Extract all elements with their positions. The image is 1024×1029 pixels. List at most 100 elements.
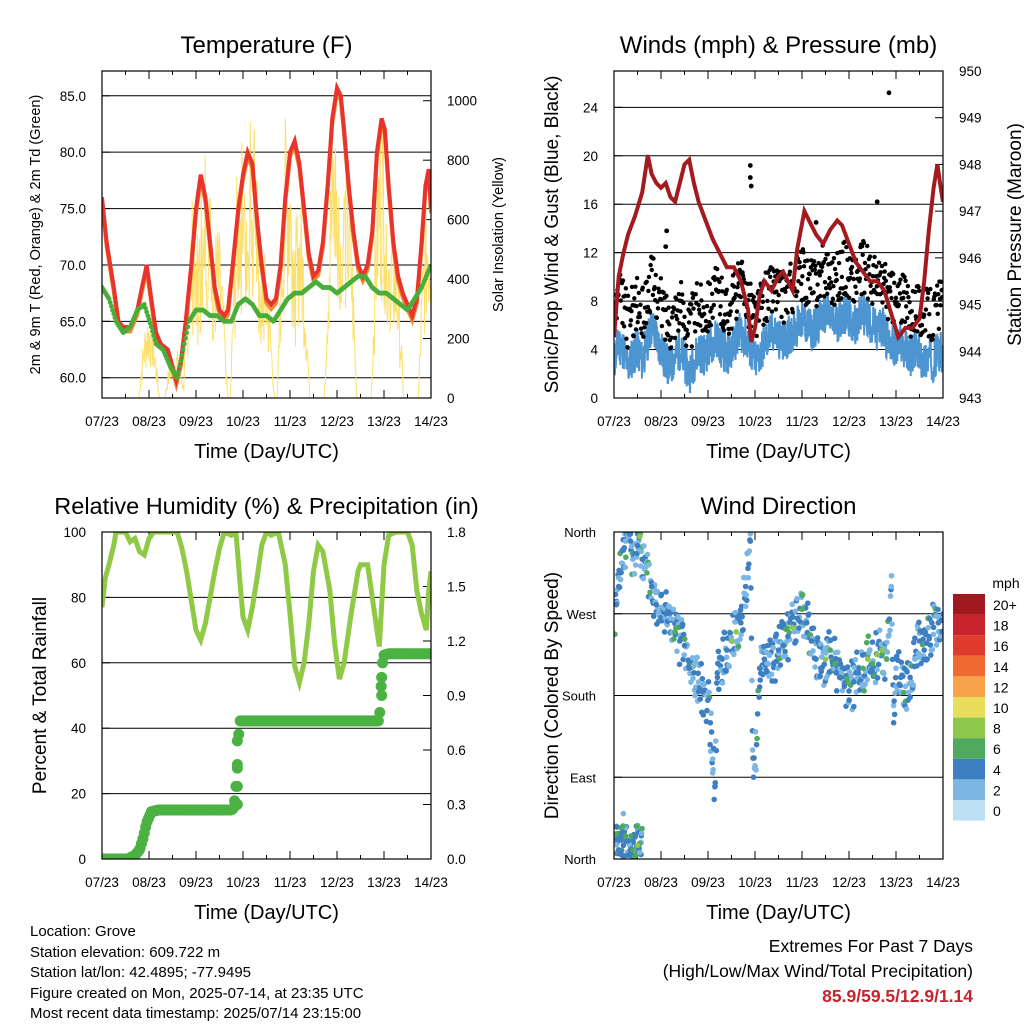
gust-point xyxy=(678,279,684,285)
x-tick-label: 12/23 xyxy=(320,875,354,890)
direction-point xyxy=(846,688,852,694)
direction-point xyxy=(852,656,859,663)
x-axis-label: Time (Day/UTC) xyxy=(706,902,851,924)
gust-point xyxy=(645,304,651,310)
gust-point xyxy=(804,295,809,301)
dewpoint-point xyxy=(109,303,114,309)
direction-point xyxy=(639,825,645,832)
gust-point xyxy=(747,175,753,180)
direction-point xyxy=(850,703,857,710)
direction-point xyxy=(756,665,763,672)
direction-point xyxy=(748,585,754,591)
direction-point xyxy=(680,656,686,663)
gust-point xyxy=(817,273,823,278)
gust-point xyxy=(822,294,827,299)
dewpoint-point xyxy=(184,330,190,335)
x-tick-label: 10/23 xyxy=(738,414,772,429)
dewpoint-point xyxy=(107,300,113,305)
x-tick-label: 13/23 xyxy=(367,414,401,429)
direction-point xyxy=(910,639,917,646)
direction-point xyxy=(634,542,641,549)
gust-point xyxy=(690,295,696,301)
direction-point xyxy=(676,661,683,668)
direction-point xyxy=(724,647,730,653)
wind-direction-panel: Wind Direction Time (Day/UTC) Direction (C… xyxy=(542,493,960,924)
direction-point xyxy=(746,561,752,567)
gust-point xyxy=(707,281,713,287)
gust-point xyxy=(923,307,929,312)
gust-point xyxy=(800,274,805,279)
x-tick-label: 07/23 xyxy=(85,414,119,429)
direction-point xyxy=(780,642,786,649)
gust-point xyxy=(702,311,707,317)
direction-point xyxy=(719,680,726,686)
legend-label: 6 xyxy=(993,741,1001,757)
direction-point xyxy=(636,849,643,856)
direction-point xyxy=(803,620,810,626)
dewpoint-point xyxy=(180,347,186,352)
direction-point xyxy=(775,647,782,653)
direction-point xyxy=(781,621,787,627)
dewpoint-point xyxy=(185,324,191,330)
direction-point xyxy=(747,538,754,544)
dewpoint-point xyxy=(145,313,151,319)
direction-point xyxy=(827,647,833,653)
dewpoint-point xyxy=(150,328,155,334)
legend-label: 14 xyxy=(993,659,1009,675)
gust-point xyxy=(735,261,741,266)
direction-point xyxy=(700,688,707,694)
y-tick-label-right: 0.9 xyxy=(447,689,466,704)
direction-point xyxy=(627,538,634,544)
direction-point xyxy=(625,838,631,844)
gust-point xyxy=(876,260,882,265)
direction-point xyxy=(884,649,891,655)
gust-point xyxy=(740,273,746,279)
legend-swatch xyxy=(953,655,985,677)
timestamp-text: Most recent data timestamp: 2025/07/14 2… xyxy=(30,1005,362,1022)
dewpoint-point xyxy=(151,333,157,338)
gust-point xyxy=(843,284,849,290)
gust-point xyxy=(738,294,744,300)
direction-point xyxy=(773,631,780,637)
direction-point xyxy=(929,646,936,653)
direction-point xyxy=(747,532,754,537)
legend-swatch xyxy=(953,779,985,800)
direction-point xyxy=(924,656,931,662)
gust-point xyxy=(776,292,781,298)
gust-point xyxy=(693,291,698,297)
gust-point xyxy=(888,289,893,294)
direction-point xyxy=(792,608,799,614)
direction-point xyxy=(850,679,857,685)
y-tick-label: South xyxy=(562,689,596,704)
direction-point xyxy=(681,652,688,658)
gust-point xyxy=(795,289,800,294)
gust-point xyxy=(739,259,745,265)
gust-point xyxy=(905,283,911,289)
gust-point xyxy=(827,275,832,281)
gust-point xyxy=(729,300,735,305)
y-tick-label: 0 xyxy=(590,391,598,406)
gust-point xyxy=(824,291,830,296)
gust-point xyxy=(701,305,706,310)
gust-point xyxy=(813,263,818,269)
gust-point xyxy=(868,283,873,289)
gust-point xyxy=(889,295,894,301)
direction-point xyxy=(846,697,852,703)
direction-point xyxy=(707,719,714,726)
gust-point xyxy=(688,311,693,316)
legend-label: 8 xyxy=(993,721,1001,737)
x-tick-label: 08/23 xyxy=(132,875,166,890)
x-tick-label: 08/23 xyxy=(644,875,678,890)
direction-point xyxy=(935,620,942,626)
direction-point xyxy=(851,664,858,671)
gust-point xyxy=(770,299,776,304)
gust-point xyxy=(916,288,922,293)
gust-point xyxy=(650,292,656,298)
direction-point xyxy=(707,741,713,748)
y-tick-label-right: 0.3 xyxy=(447,798,466,813)
direction-point xyxy=(863,639,870,646)
direction-point xyxy=(752,728,759,735)
gust-point xyxy=(837,290,842,296)
direction-point xyxy=(719,656,725,662)
direction-point xyxy=(617,576,624,583)
